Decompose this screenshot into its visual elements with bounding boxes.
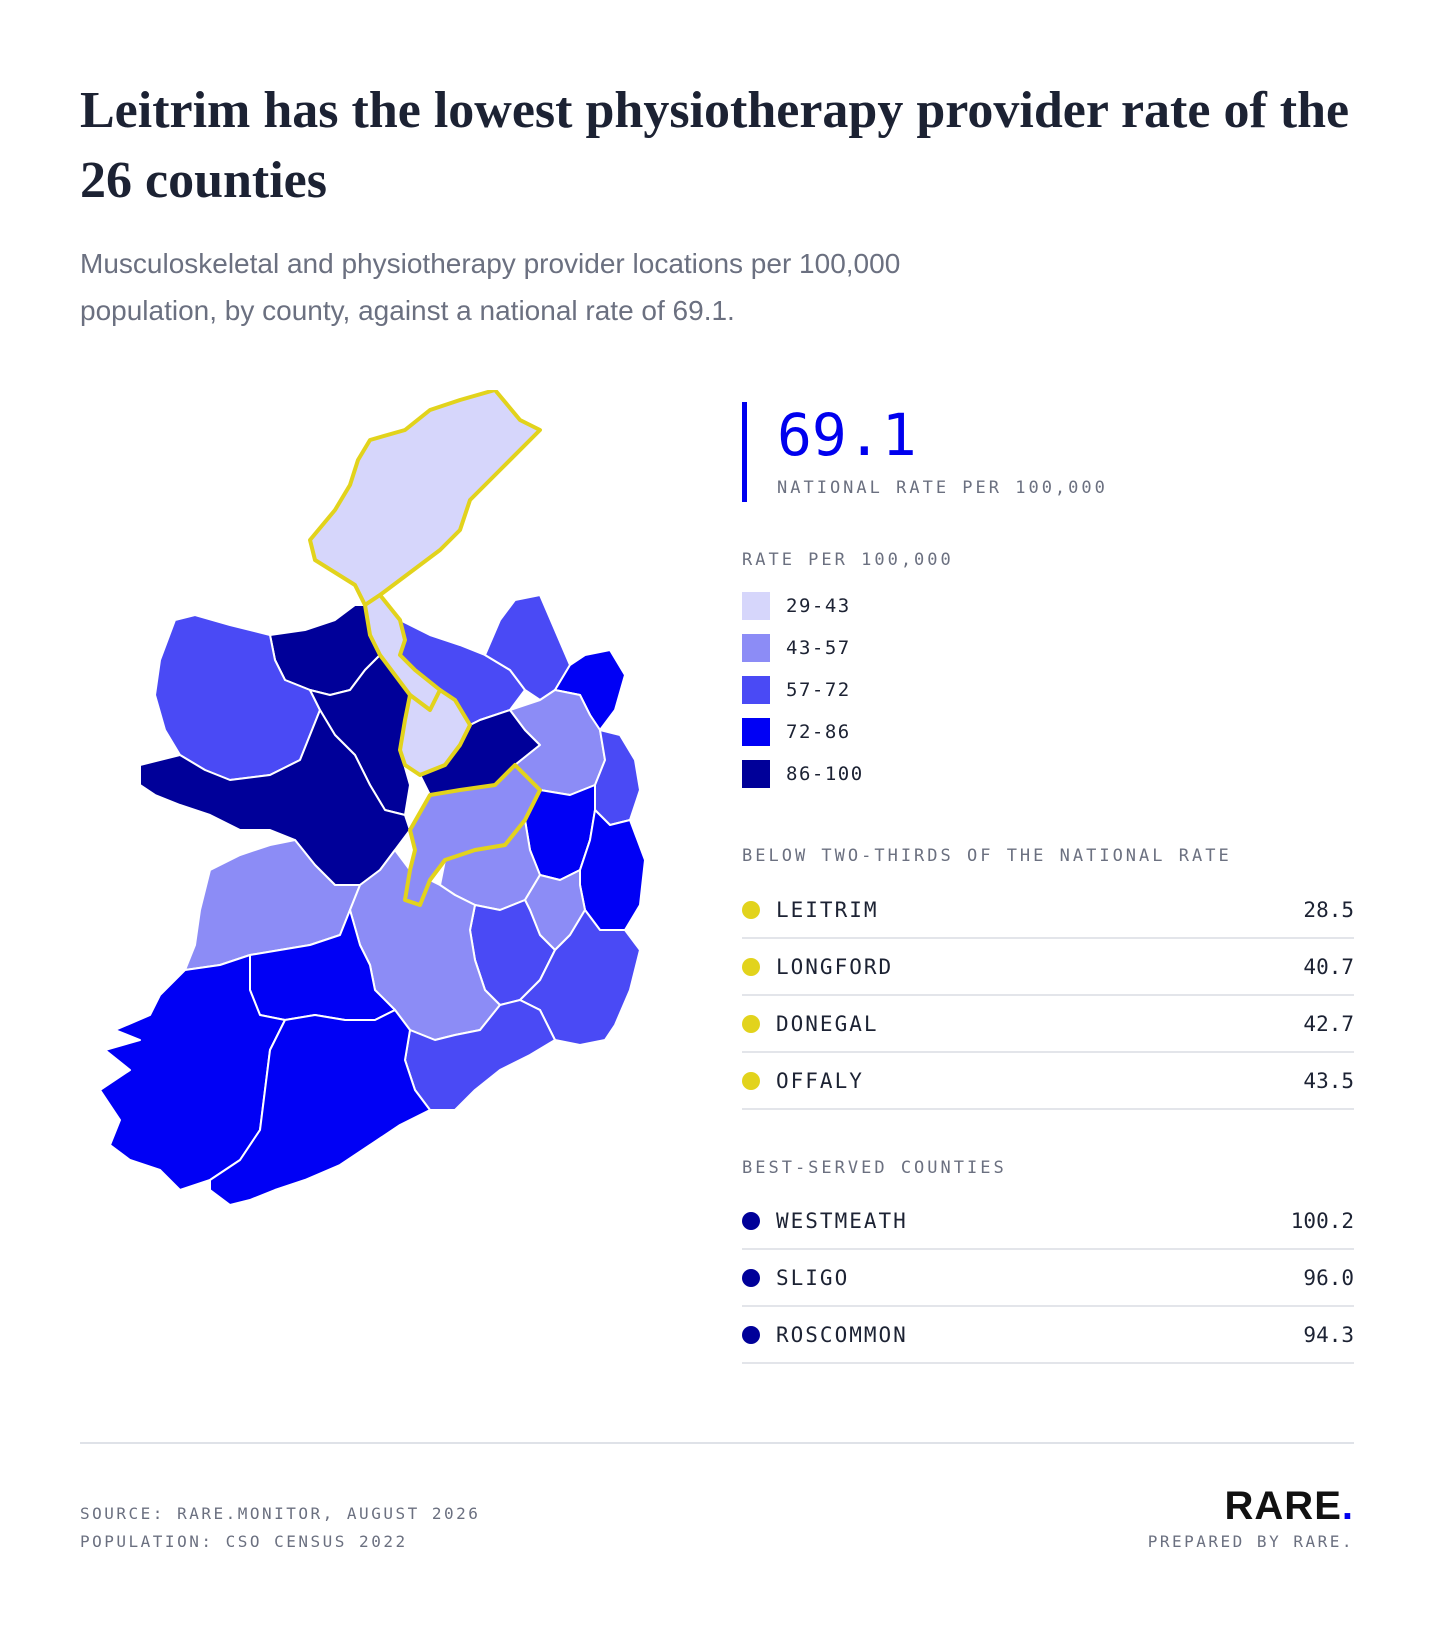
list-item: WESTMEATH 100.2 [742,1193,1354,1250]
county-name: LEITRIM [776,897,879,922]
list-item: SLIGO 96.0 [742,1250,1354,1307]
national-rate-label: NATIONAL RATE PER 100,000 [777,478,1108,498]
best-dot [742,1211,760,1230]
legend-swatch [742,634,770,662]
legend-item: 72-86 [742,718,864,746]
best-served-list: WESTMEATH 100.2 SLIGO 96.0 ROSCOMMON 94.3 [742,1193,1354,1364]
best-dot [742,1325,760,1344]
county-longford [398,688,472,777]
prepared-by-note: PREPARED BY RARE. [1147,1532,1354,1551]
highlight-dot [742,957,760,976]
ireland-choropleth-map [100,390,700,1260]
legend-label: 29-43 [786,595,851,617]
county-rate: 42.7 [1303,1011,1354,1036]
county-rate: 40.7 [1303,954,1354,979]
map-legend: 29-43 43-57 57-72 72-86 86-100 [742,592,864,802]
legend-label: 43-57 [786,637,851,659]
legend-swatch [742,718,770,746]
list-item: LEITRIM 28.5 [742,882,1354,939]
national-rate-callout: 69.1 NATIONAL RATE PER 100,000 [742,402,1108,502]
brand-logo: RARE. [1225,1484,1354,1529]
county-name: OFFALY [776,1068,864,1093]
list-item: DONEGAL 42.7 [742,996,1354,1053]
chart-title: Leitrim has the lowest physiotherapy pro… [80,82,1350,209]
county-cork [209,1009,431,1206]
county-rate: 100.2 [1290,1208,1354,1233]
population-note: POPULATION: CSO CENSUS 2022 [80,1532,408,1551]
county-rate: 96.0 [1303,1265,1354,1290]
legend-swatch [742,592,770,620]
legend-label: 57-72 [786,679,851,701]
list-item: OFFALY 43.5 [742,1053,1354,1110]
source-note: SOURCE: RARE.MONITOR, AUGUST 2026 [80,1504,481,1523]
legend-label: 72-86 [786,721,851,743]
county-kerry [100,954,286,1191]
county-name: SLIGO [776,1265,850,1290]
legend-item: 29-43 [742,592,864,620]
county-name: DONEGAL [776,1011,879,1036]
best-dot [742,1268,760,1287]
legend-label: 86-100 [786,763,864,785]
highlight-dot [742,900,760,919]
county-dublin [594,729,641,826]
highlight-dot [742,1071,760,1090]
legend-item: 86-100 [742,760,864,788]
list-item: LONGFORD 40.7 [742,939,1354,996]
county-rate: 28.5 [1303,897,1354,922]
county-name: WESTMEATH [776,1208,908,1233]
legend-swatch [742,676,770,704]
legend-swatch [742,760,770,788]
county-wexford [519,909,641,1046]
legend-item: 43-57 [742,634,864,662]
county-rate: 94.3 [1303,1322,1354,1347]
legend-item: 57-72 [742,676,864,704]
county-rate: 43.5 [1303,1068,1354,1093]
brand-wordmark: RARE [1224,1484,1342,1528]
best-served-title: BEST-SERVED COUNTIES [742,1158,1007,1178]
chart-subtitle: Musculoskeletal and physiotherapy provid… [80,248,901,326]
below-threshold-title: BELOW TWO-THIRDS OF THE NATIONAL RATE [742,846,1232,866]
list-item: ROSCOMMON 94.3 [742,1307,1354,1364]
county-name: LONGFORD [776,954,894,979]
brand-dot: . [1341,1484,1354,1528]
county-offaly [403,763,542,907]
national-rate-value: 69.1 [777,401,917,469]
highlight-dot [742,1014,760,1033]
county-donegal [308,390,542,607]
county-name: ROSCOMMON [776,1322,908,1347]
legend-title: RATE PER 100,000 [742,550,954,570]
footer-divider [80,1442,1354,1444]
below-threshold-list: LEITRIM 28.5 LONGFORD 40.7 DONEGAL 42.7 OFF… [742,882,1354,1110]
